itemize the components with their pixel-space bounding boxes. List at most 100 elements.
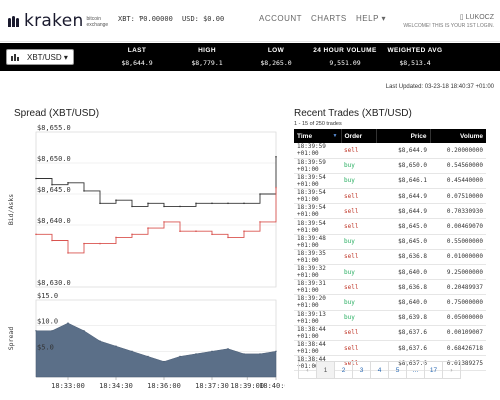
trade-price: $8,639.8: [376, 310, 430, 326]
col-time[interactable]: Time ▼: [294, 129, 341, 143]
nav-help[interactable]: HELP ▾: [356, 14, 386, 23]
spread-chart-svg[interactable]: $8,655.0 $8,650.0 $8,645.0 $8,640.0 $8,630.0…: [0, 120, 285, 400]
bid-series-point: [131, 233, 133, 236]
ask-series-point: [35, 177, 37, 180]
ticker-label: WEIGHTED AVG: [387, 47, 443, 54]
trade-time: 18:39:13 +01:00: [294, 310, 341, 326]
page-prev-button[interactable]: ‹: [298, 361, 317, 379]
col-volume[interactable]: Volume: [429, 129, 486, 143]
time-tick-label: 18:39:00: [230, 382, 264, 390]
trade-order: sell: [341, 188, 376, 205]
price-tick-label: $8,630.0: [37, 279, 71, 287]
trade-price: $8,636.8: [376, 279, 430, 296]
spread-point: [147, 355, 149, 358]
trade-volume: 0.05000000: [430, 310, 486, 326]
last-updated: Last Updated: 03-23-18 18:40:37 +01:00: [385, 84, 494, 90]
trade-price: $8,637.6: [376, 340, 430, 357]
spread-point: [259, 353, 261, 355]
page-button[interactable]: 17: [424, 361, 443, 379]
ask-series-point: [131, 205, 133, 208]
trade-time: 18:39:54 +01:00: [294, 218, 341, 235]
bid-series-point: [83, 242, 85, 245]
spread-point: [83, 330, 85, 332]
trade-price: $8,637.6: [376, 325, 430, 341]
page-button[interactable]: 5: [388, 361, 407, 379]
trade-time: 18:39:54 +01:00: [294, 203, 341, 220]
sort-desc-icon[interactable]: ▼: [332, 132, 338, 139]
ticker-label: HIGH: [198, 47, 216, 54]
table-row: 18:39:31 +01:00 sell $8,636.8 0.20489937: [294, 279, 486, 296]
ask-series-point: [147, 202, 149, 205]
top-bar: kraken bitcoin exchange XBT: Ƥ0.00000 US…: [0, 0, 500, 42]
trades-header-row: Time ▼ Order Price Volume: [294, 129, 486, 143]
trade-volume: 0.68426718: [430, 340, 486, 357]
bid-series-point: [163, 221, 165, 223]
ticker-bar: XBT/USD ▾ LAST $8,644.9 HIGH $8,779.1 LO…: [0, 43, 500, 71]
pair-selector-button[interactable]: XBT/USD ▾: [6, 49, 74, 65]
page-button[interactable]: 2: [334, 361, 353, 379]
ask-series-point: [179, 205, 181, 208]
trade-volume: 0.75000000: [430, 294, 486, 311]
price-tick-label: $8,650.0: [37, 155, 71, 163]
spread-area: [35, 322, 277, 378]
spread-tick-label: $5.0: [37, 343, 54, 351]
trade-price: $8,645.0: [376, 218, 430, 235]
username[interactable]: ▯ LUKOCZ: [459, 14, 494, 21]
nav-charts[interactable]: CHARTS: [311, 14, 347, 23]
spread-tick-label: $10.0: [37, 318, 58, 326]
trade-order: buy: [341, 173, 376, 190]
trade-volume: 0.07510000: [430, 188, 486, 205]
spread-point: [195, 353, 197, 355]
nav-account[interactable]: ACCOUNT: [259, 14, 303, 23]
trade-order: sell: [341, 279, 376, 296]
pagination: ‹ 1 2 3 4 5… 17 ›: [298, 361, 461, 379]
time-tick-label: 18:34:30: [99, 382, 133, 390]
page-button[interactable]: 4: [370, 361, 389, 379]
ask-series-point: [259, 193, 261, 195]
trade-time: 18:38:44 +01:00: [294, 340, 341, 357]
ask-series-point: [115, 199, 117, 201]
spread-point: [179, 355, 181, 358]
bid-series-point: [51, 239, 53, 242]
trade-time: 18:38:44 +01:00: [294, 325, 341, 341]
ticker-value: $8,779.1: [191, 59, 223, 67]
spread-point: [227, 348, 229, 350]
table-row: 18:39:59 +01:00 buy $8,650.0 0.54560000: [294, 158, 486, 174]
col-price[interactable]: Price: [375, 129, 430, 143]
table-row: 18:39:35 +01:00 sell $8,636.8 0.01000000: [294, 249, 486, 266]
table-row: 18:38:44 +01:00 sell $8,637.6 0.68426718: [294, 340, 486, 357]
spread-axis-label: Spread: [7, 327, 15, 351]
bid-series-point: [179, 230, 181, 232]
trade-time: 18:39:48 +01:00: [294, 234, 341, 250]
ticker-label: LOW: [267, 47, 285, 54]
kraken-logo[interactable]: kraken bitcoin exchange: [8, 11, 115, 31]
page-button[interactable]: 3: [352, 361, 371, 379]
col-order[interactable]: Order: [340, 129, 376, 143]
ask-series-point: [227, 202, 229, 205]
trade-time: 18:39:59 +01:00: [294, 143, 341, 159]
spread-point: [35, 330, 37, 332]
welcome-text: WELCOME! THIS IS YOUR 1ST LOGIN.: [403, 23, 494, 29]
spread-point: [211, 350, 213, 353]
table-row: 18:39:32 +01:00 buy $8,640.0 9.25000000: [294, 264, 486, 281]
spread-point: [163, 360, 165, 363]
spread-chart[interactable]: $8,655.0 $8,650.0 $8,645.0 $8,640.0 $8,630.0…: [0, 120, 285, 400]
trade-order: sell: [341, 203, 376, 220]
trade-volume: 9.25000000: [430, 264, 486, 281]
table-row: 18:39:59 +01:00 sell $8,644.9 0.20000000: [294, 143, 486, 159]
user-menu[interactable]: ▯ LUKOCZ WELCOME! THIS IS YOUR 1ST LOGIN…: [403, 13, 494, 29]
bid-series-point: [211, 233, 213, 236]
trade-volume: 0.00109007: [430, 325, 486, 341]
ask-series-point: [195, 202, 197, 205]
bid-series-point: [35, 233, 37, 236]
col-time-label: Time: [297, 132, 313, 140]
trades-count: 1 - 15 of 250 trades: [294, 121, 342, 127]
page-button[interactable]: 1: [316, 361, 335, 379]
bid-series-point: [243, 230, 245, 232]
page-next-button[interactable]: ›: [442, 361, 461, 379]
price-tick-label: $8,655.0: [37, 124, 71, 132]
ask-series-point: [243, 202, 245, 205]
page-button[interactable]: …: [406, 361, 425, 379]
spread-point: [131, 350, 133, 353]
trade-volume: 0.00469070: [430, 218, 486, 235]
